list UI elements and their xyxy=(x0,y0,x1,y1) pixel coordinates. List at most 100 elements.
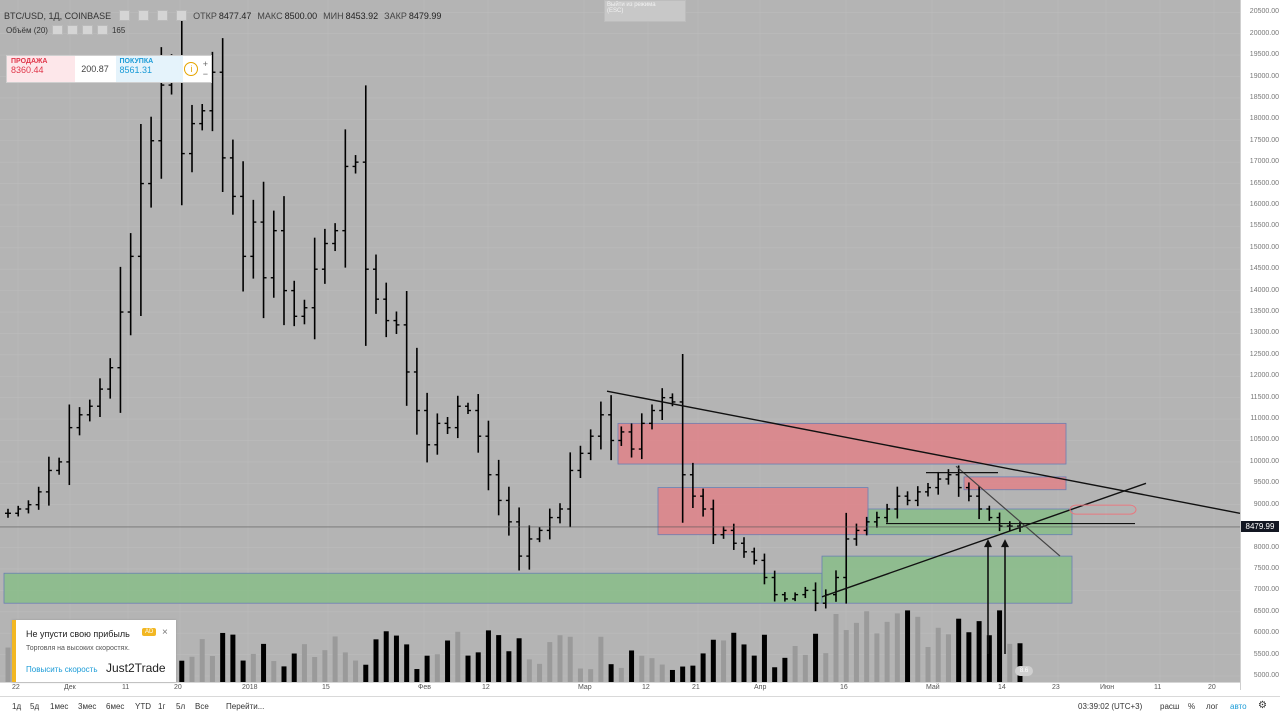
trend-line-short xyxy=(955,465,1061,557)
settings-small-icon[interactable] xyxy=(66,25,78,35)
time-tick: Июн xyxy=(1100,684,1115,691)
percent-toggle[interactable]: % xyxy=(1188,702,1196,711)
volume-bar xyxy=(485,630,491,682)
arrow-up-icon xyxy=(1001,539,1009,548)
eye-icon[interactable] xyxy=(51,25,63,35)
sell-label: ПРОДАЖА xyxy=(11,58,48,65)
price-tick: 11000.00 xyxy=(1250,415,1279,423)
volume-bar xyxy=(823,653,829,682)
time-tick: 15 xyxy=(322,684,330,691)
close-icon[interactable]: × xyxy=(162,627,168,638)
volume-bar xyxy=(240,660,246,682)
ad-link[interactable]: Повысить скорость xyxy=(26,665,98,674)
volume-bar xyxy=(864,611,870,682)
volume-bar xyxy=(772,667,778,682)
volume-bar xyxy=(731,632,737,682)
price-tick: 14000.00 xyxy=(1249,286,1279,294)
price-tick: 18500.00 xyxy=(1249,93,1279,101)
log-toggle[interactable]: лог xyxy=(1206,702,1219,711)
volume-bar xyxy=(986,635,992,682)
time-tick: 14 xyxy=(998,684,1006,691)
volume-bar xyxy=(445,640,451,682)
close-small-icon[interactable] xyxy=(157,10,169,21)
close-small-icon[interactable] xyxy=(81,25,93,35)
interval-all[interactable]: Все xyxy=(195,702,209,711)
volume-label[interactable]: Объём (20) xyxy=(6,25,48,35)
arrow-up-icon xyxy=(984,539,992,548)
spread-value: 200.87 xyxy=(81,64,109,74)
price-tick: 15000.00 xyxy=(1249,243,1279,251)
volume-bar xyxy=(751,655,757,682)
volume-bar xyxy=(404,644,410,682)
volume-bar xyxy=(465,655,471,682)
interval-ytd[interactable]: YTD xyxy=(135,702,151,711)
volume-bar xyxy=(700,653,706,682)
volume-bar xyxy=(680,666,686,682)
volume-bar xyxy=(813,633,819,682)
chart-area[interactable] xyxy=(0,0,1240,690)
price-tick: 6500.00 xyxy=(1253,607,1279,615)
price-tick: 14500.00 xyxy=(1249,265,1279,273)
interval-5y[interactable]: 5л xyxy=(176,702,186,711)
volume-bar xyxy=(935,627,941,682)
volume-bar xyxy=(322,650,328,682)
plus-icon[interactable]: + xyxy=(202,59,209,69)
interval-1y[interactable]: 1г xyxy=(158,702,166,711)
volume-bar xyxy=(383,631,389,682)
volume-bar xyxy=(639,655,645,682)
volume-value: 165 xyxy=(111,25,126,35)
auto-toggle[interactable]: авто xyxy=(1230,702,1247,711)
volume-bar xyxy=(966,632,972,682)
more-icon[interactable] xyxy=(96,25,108,35)
info-button[interactable]: i xyxy=(183,56,200,82)
interval-3m[interactable]: 3мес xyxy=(78,702,97,711)
trend-line-ascending xyxy=(821,482,1147,598)
eye-icon[interactable] xyxy=(119,10,131,21)
volume-bar xyxy=(884,621,890,682)
volume-bar xyxy=(843,630,849,682)
volume-bar xyxy=(475,652,481,682)
interval-1d[interactable]: 1д xyxy=(12,702,22,711)
more-icon[interactable] xyxy=(176,10,188,21)
volume-bar xyxy=(598,636,604,682)
volume-bar xyxy=(373,639,379,682)
goto-date-button[interactable]: Перейти... xyxy=(226,702,265,711)
minus-icon[interactable]: − xyxy=(202,69,209,79)
volume-bar xyxy=(577,668,583,682)
interval-5d[interactable]: 5д xyxy=(30,702,40,711)
quantity-stepper[interactable]: + − xyxy=(200,56,211,82)
volume-bar xyxy=(659,664,665,682)
volume-bar xyxy=(905,610,911,682)
info-icon: i xyxy=(184,62,199,76)
ad-brand[interactable]: Just2Trade xyxy=(106,661,166,675)
time-axis[interactable]: 22 Дек 11 20 2018 15 Фев 12 Мар 12 21 Апр 16 Май 14 23 И… xyxy=(0,682,1240,695)
clock-time[interactable]: 03:39:02 (UTC+3) xyxy=(1078,702,1143,711)
volume-bar xyxy=(853,622,859,682)
open-label: ОТКР xyxy=(193,10,217,21)
events-badge[interactable]: 8.6 xyxy=(1015,666,1033,676)
volume-bar xyxy=(690,665,696,682)
ad-badge: AD xyxy=(142,628,157,636)
sell-button[interactable]: ПРОДАЖА 8360.44 xyxy=(7,56,75,82)
price-axis[interactable]: 20500.00 20000.00 19500.00 19000.00 18500.00… xyxy=(1240,0,1280,690)
volume-bar xyxy=(741,644,747,682)
interval-6m[interactable]: 6мес xyxy=(106,702,125,711)
support-zone xyxy=(821,555,1073,604)
interval-1m[interactable]: 1мес xyxy=(50,702,69,711)
gear-icon[interactable]: ⚙ xyxy=(1258,700,1267,711)
price-chart[interactable] xyxy=(0,0,1240,690)
settings-small-icon[interactable] xyxy=(138,10,150,21)
buy-button[interactable]: ПОКУПКА 8561.31 xyxy=(115,56,184,82)
volume-bar xyxy=(567,636,573,682)
volume-bar xyxy=(5,647,11,682)
volume-bar xyxy=(271,661,277,682)
volume-bar xyxy=(976,621,982,682)
price-tick: 17000.00 xyxy=(1249,158,1279,166)
ad-banner[interactable]: Не упусти свою прибыль AD × Торговля на … xyxy=(12,620,176,682)
session-toggle[interactable]: расш xyxy=(1160,702,1180,711)
support-zone xyxy=(867,508,1073,536)
symbol-label[interactable]: BTC/USD, 1Д, COINBASE xyxy=(4,10,112,21)
volume-bar xyxy=(588,669,594,682)
volume-bar xyxy=(363,664,369,682)
exit-fullscreen-tooltip[interactable]: Выйти из режима (ESC) xyxy=(604,0,686,22)
